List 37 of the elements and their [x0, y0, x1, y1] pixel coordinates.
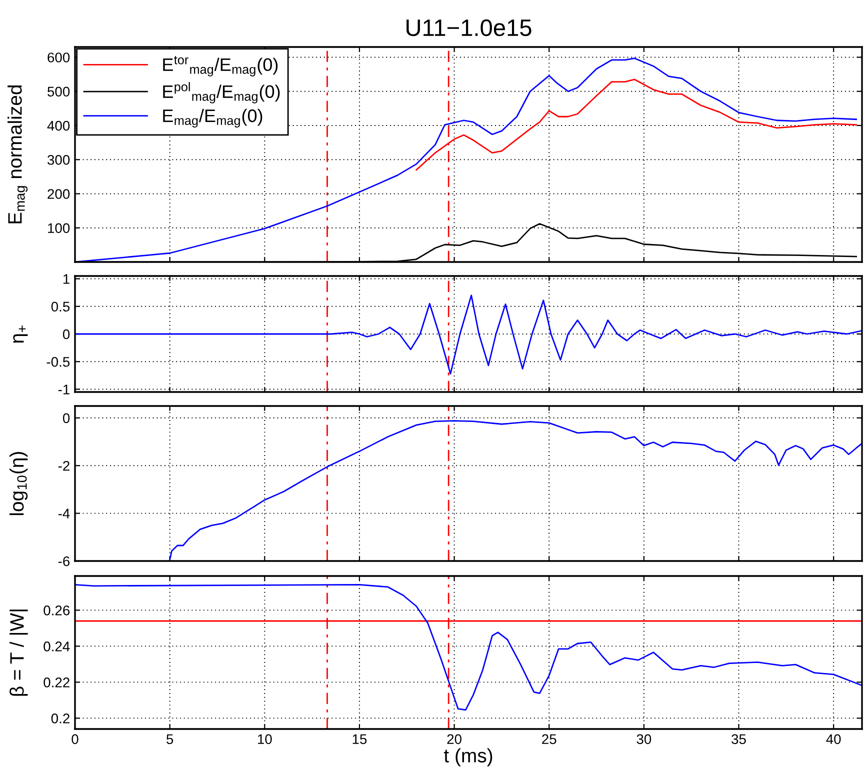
legend-label: E$^{pol}$$_{mag}$/E$_{mag}$(0) — [163, 82, 280, 104]
x-tick-label: 35 — [732, 734, 746, 744]
y-tick-label: 600 — [48, 52, 70, 62]
y-axis-title: η$_{+}$ — [13, 326, 28, 343]
y-tick-label: 100 — [48, 223, 70, 234]
y-tick-label: 0 — [62, 413, 70, 424]
x-tick-label: 40 — [826, 734, 841, 744]
y-tick-label: 0.26 — [44, 606, 70, 616]
y-tick-label: -2 — [58, 460, 70, 471]
x-tick-label: 30 — [636, 734, 652, 744]
y-tick-label: 400 — [47, 120, 70, 131]
y-tick-label: 500 — [48, 86, 70, 97]
x-tick-label: 10 — [258, 734, 272, 744]
x-tick-label: 5 — [166, 734, 174, 744]
x-axis-title: t (ms) — [444, 748, 492, 766]
y-tick-label: 1 — [63, 274, 70, 284]
y-tick-label: -4 — [58, 508, 70, 518]
legend-label: E$^{tor}$$_{mag}$/E$_{mag}$(0) — [163, 56, 278, 76]
x-tick-label: 25 — [542, 734, 556, 744]
y-tick-label: -1 — [58, 384, 70, 394]
y-tick-label: -6 — [58, 556, 70, 566]
x-tick-label: 15 — [352, 734, 367, 744]
y-tick-label: 0.5 — [51, 302, 70, 312]
y-tick-label: 0.2 — [51, 714, 70, 724]
y-tick-label: 0 — [62, 329, 70, 340]
x-tick-label: 20 — [447, 734, 462, 744]
y-axis-title: log$_{10}$(η) — [10, 452, 28, 516]
legend-label: E$_{mag}$/E$_{mag}$(0) — [163, 108, 262, 128]
y-axis-title: β = T / |W| — [10, 610, 28, 696]
y-tick-label: 0.22 — [44, 678, 70, 688]
x-tick-label: 0 — [72, 734, 78, 744]
y-tick-label: 200 — [48, 189, 70, 199]
y-tick-label: 0.24 — [44, 642, 70, 652]
y-tick-label: -0.5 — [46, 356, 70, 367]
chart-title: U11−1.0e15 — [406, 19, 532, 36]
y-tick-label: 300 — [48, 154, 70, 165]
y-axis-title: E$_{mag}$ normalized — [8, 85, 28, 224]
